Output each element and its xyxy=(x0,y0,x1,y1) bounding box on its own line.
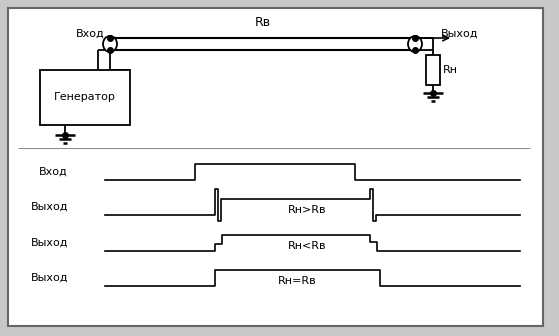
Text: Выход: Выход xyxy=(441,29,479,39)
Text: Выход: Выход xyxy=(31,273,68,283)
Text: Rн=Rв: Rн=Rв xyxy=(278,276,317,286)
Text: Rн<Rв: Rн<Rв xyxy=(288,241,327,251)
Text: Генератор: Генератор xyxy=(54,92,116,102)
Text: Вход: Вход xyxy=(76,29,105,39)
Bar xyxy=(426,55,440,85)
Text: Rв: Rв xyxy=(254,15,271,29)
Text: Выход: Выход xyxy=(31,238,68,248)
Text: Вход: Вход xyxy=(39,167,68,177)
Bar xyxy=(40,70,130,125)
Ellipse shape xyxy=(103,36,117,52)
Text: Выход: Выход xyxy=(31,202,68,212)
Text: Rн: Rн xyxy=(443,65,458,75)
Ellipse shape xyxy=(408,36,422,52)
Text: Rн>Rв: Rн>Rв xyxy=(288,205,327,215)
